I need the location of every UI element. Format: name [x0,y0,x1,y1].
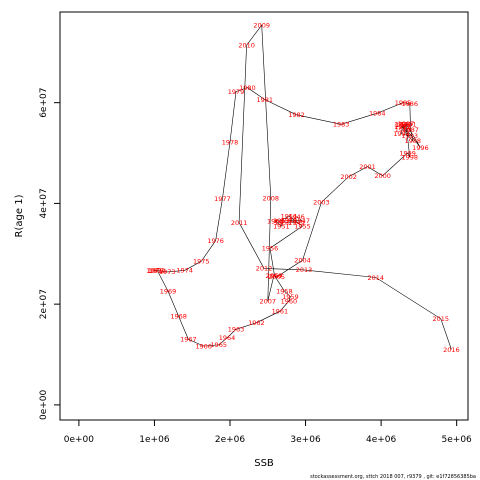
year-label-1984: 1984 [369,110,386,118]
y-tick-label: 4e+07 [39,188,49,218]
year-label-1967: 1967 [180,336,197,344]
sr-trajectory-line [154,24,452,350]
year-label-2006: 2006 [266,272,283,280]
year-label-1982: 1982 [288,111,305,119]
x-tick-label: 2e+06 [215,435,246,445]
year-label-1983: 1983 [333,121,350,129]
year-label-1947: 1947 [294,217,311,225]
year-label-1969: 1969 [160,287,177,295]
year-label-1990: 1990 [396,121,413,129]
y-tick-label: 0e+00 [39,389,49,420]
year-label-1949: 1949 [288,219,305,227]
year-label-1986: 1986 [402,100,419,108]
year-label-1973: 1973 [159,268,176,276]
year-label-2012: 2012 [256,265,273,273]
year-label-1954: 1954 [281,212,298,220]
year-label-1955: 1955 [294,222,311,230]
year-label-1956: 1956 [262,245,279,253]
footer-text: stockassessment.org, sttch 2018 007, r93… [310,474,476,480]
year-label-2009: 2009 [253,21,270,29]
year-label-2011: 2011 [231,219,248,227]
year-label-2014: 2014 [368,274,385,282]
year-label-2000: 2000 [374,172,391,180]
x-tick-label: 5e+06 [442,435,473,445]
year-label-1987: 1987 [402,126,419,134]
year-label-1999: 1999 [399,149,416,157]
year-label-1995: 1995 [394,121,411,129]
year-label-1959: 1959 [282,293,299,301]
year-label-1968: 1968 [170,313,187,321]
year-label-2015: 2015 [433,315,450,323]
y-axis-label: R(age 1) [14,194,25,237]
year-label-2005: 2005 [269,273,286,281]
year-label-1972: 1972 [148,267,165,275]
year-label-1996: 1996 [412,144,429,152]
x-tick-label: 0e+00 [64,435,95,445]
year-label-2001: 2001 [359,163,376,171]
year-label-2002: 2002 [340,173,357,181]
x-tick-label: 4e+06 [366,435,397,445]
year-label-1980: 1980 [239,84,256,92]
year-label-1951: 1951 [273,222,290,230]
year-label-1948: 1948 [281,216,298,224]
y-tick-label: 6e+07 [39,88,49,118]
year-label-1965: 1965 [210,341,227,349]
year-label-1985: 1985 [395,99,412,107]
year-label-1963: 1963 [228,326,245,334]
year-label-1950: 1950 [275,218,292,226]
year-label-1979: 1979 [228,88,245,96]
year-label-2013: 2013 [296,266,313,274]
year-label-1998: 1998 [402,153,419,161]
year-label-1976: 1976 [207,237,224,245]
year-label-2003: 2003 [313,199,330,207]
year-label-2007: 2007 [260,297,277,305]
year-label-1946: 1946 [288,213,305,221]
year-label-1997: 1997 [398,120,415,128]
y-tick-label: 2e+07 [39,289,49,319]
year-label-1953: 1953 [273,217,290,225]
year-label-1989: 1989 [395,126,412,134]
x-tick-label: 3e+06 [290,435,321,445]
year-label-1992: 1992 [394,123,411,131]
year-label-1952: 1952 [267,217,284,225]
year-label-2004: 2004 [294,257,311,265]
year-label-1958: 1958 [276,287,293,295]
year-label-1977: 1977 [214,195,231,203]
year-label-1975: 1975 [193,258,210,266]
year-label-2016: 2016 [443,346,460,354]
year-label-1970: 1970 [149,267,166,275]
year-label-1961: 1961 [272,308,289,316]
year-label-1957: 1957 [266,272,283,280]
year-label-1974: 1974 [176,267,193,275]
year-label-1988: 1988 [405,137,422,145]
year-label-1994: 1994 [393,130,410,138]
year-label-2008: 2008 [263,195,280,203]
year-label-1978: 1978 [222,138,239,146]
year-label-1962: 1962 [248,319,265,327]
x-axis: 0e+00 1e+06 2e+06 3e+06 4e+06 5e+06 [64,420,472,445]
year-label-1966: 1966 [195,342,212,350]
year-label-1991: 1991 [400,121,417,129]
plot-frame [59,11,469,421]
year-label-1964: 1964 [219,334,236,342]
year-label-1993: 1993 [402,132,419,140]
year-label-1981: 1981 [257,96,274,104]
year-label-1960: 1960 [281,297,298,305]
year-label-2010: 2010 [238,42,255,50]
year-label-1971: 1971 [146,267,163,275]
x-axis-label: SSB [254,458,274,469]
x-tick-label: 1e+06 [139,435,170,445]
y-axis: 0e+00 2e+07 4e+07 6e+07 [39,88,60,420]
